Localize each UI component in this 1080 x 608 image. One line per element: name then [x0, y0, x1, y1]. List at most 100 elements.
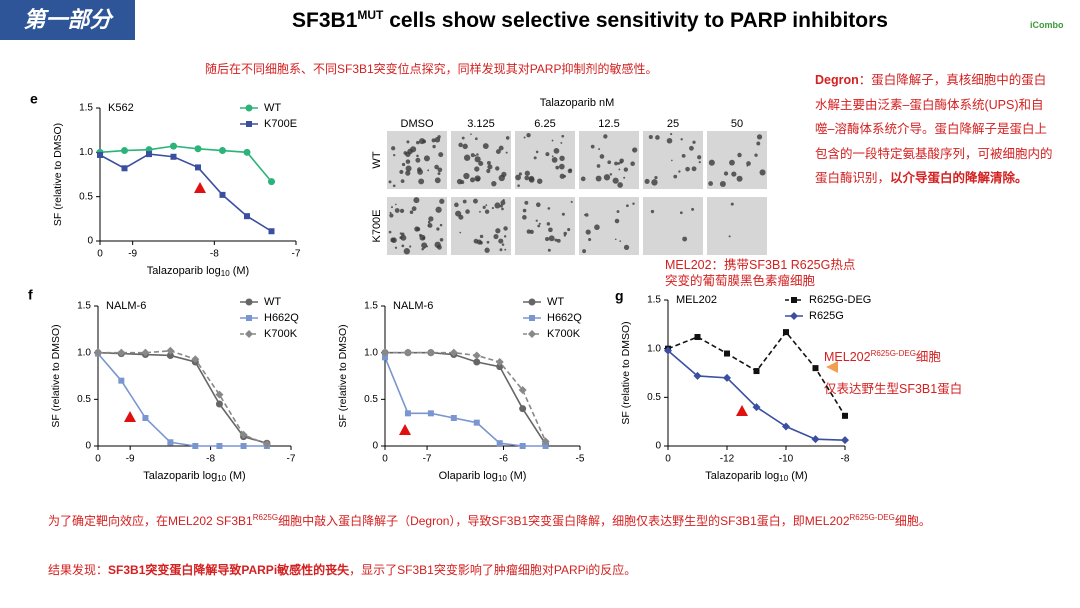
marker: [239, 430, 248, 439]
colony: [729, 159, 735, 166]
colony: [401, 162, 406, 167]
colony: [405, 165, 412, 172]
legend-label: H662Q: [547, 312, 582, 324]
marker: [426, 348, 435, 357]
colony: [432, 144, 436, 149]
annotation-triangle: [124, 411, 136, 422]
y-axis-label: SF (relative to DMSO): [620, 321, 632, 424]
colony: [685, 166, 690, 172]
section-tag: 第一部分: [0, 0, 135, 40]
colony: [458, 142, 463, 148]
marker: [215, 400, 223, 408]
colony: [503, 226, 508, 231]
x-axis-label: Olaparib log10 (M): [439, 470, 527, 483]
colony: [394, 246, 398, 249]
colony: [388, 230, 392, 234]
colony: [400, 234, 407, 241]
panel-letter: g: [615, 288, 624, 304]
colony: [479, 234, 484, 239]
marker: [812, 365, 819, 372]
marker: [790, 312, 798, 320]
colony: [388, 180, 392, 184]
colony: [461, 136, 465, 140]
colony: [754, 153, 758, 157]
colony: [499, 248, 503, 252]
x-tick-label: 0: [382, 454, 388, 465]
marker: [693, 371, 702, 380]
marker: [382, 354, 388, 361]
marker: [243, 148, 251, 156]
y-tick-label: 0.5: [79, 191, 93, 202]
marker: [121, 165, 128, 172]
colony: [486, 168, 491, 174]
y-tick-label: 0.5: [647, 392, 661, 403]
colony: [485, 204, 488, 207]
colony: [475, 177, 481, 182]
marker: [381, 348, 389, 357]
marker: [782, 422, 790, 431]
marker: [472, 351, 481, 360]
column-label: 6.25: [534, 118, 555, 130]
colony: [474, 166, 480, 172]
colony: [455, 210, 462, 217]
marker: [192, 443, 199, 449]
colony: [594, 224, 600, 231]
colony: [655, 135, 660, 140]
micrograph: [707, 197, 767, 255]
colony: [428, 216, 434, 222]
colony: [500, 200, 506, 206]
colony: [434, 177, 441, 184]
colony: [454, 202, 459, 208]
colony: [617, 162, 621, 165]
label-text: (M): [230, 265, 250, 277]
colony: [405, 170, 411, 176]
colony: [498, 145, 504, 151]
colony: [501, 207, 504, 211]
colony: [568, 168, 572, 172]
label-sub: 10: [779, 474, 788, 483]
annotation-triangle: [194, 182, 206, 193]
marker: [240, 443, 247, 449]
colony: [462, 143, 468, 150]
x-tick-label: -8: [206, 454, 215, 465]
term: Degron: [815, 73, 859, 87]
marker: [245, 330, 253, 338]
marker: [528, 330, 536, 338]
colony: [614, 218, 620, 224]
y-axis-label: SF (relative to DMSO): [52, 123, 64, 226]
colony: [582, 249, 587, 254]
x-axis-label: Talazoparib log10 (M): [705, 470, 807, 483]
colony: [399, 236, 403, 240]
colony: [558, 163, 565, 170]
colony: [427, 225, 430, 227]
colony: [486, 240, 490, 244]
colony: [470, 153, 475, 158]
conclusion-1: 为了确定靶向效应，在MEL202 SF3B1R625G细胞中敲入蛋白降解子（De…: [48, 512, 931, 529]
colony: [623, 244, 630, 251]
colony: [692, 140, 696, 144]
colony: [535, 219, 538, 222]
emphasis: 以介导蛋白的降解清除。: [890, 171, 1028, 185]
marker: [496, 440, 503, 447]
series-line: [385, 351, 547, 445]
colony: [410, 146, 417, 153]
micrograph: [643, 131, 703, 189]
marker: [473, 419, 480, 426]
legend-label: R625G-DEG: [809, 294, 871, 306]
y-tick-label: 1.0: [79, 147, 93, 158]
intro: 随后在不同细胞系、不同SF3B1突变位点探究，同样发现其对PARP抑制剂的敏感性…: [205, 62, 658, 76]
colony: [728, 235, 731, 238]
colony: [679, 211, 683, 215]
colony: [400, 179, 405, 184]
colony: [561, 212, 565, 216]
colony: [666, 137, 673, 144]
colony: [650, 209, 655, 214]
label-sub: 10: [217, 474, 226, 483]
colony: [523, 136, 526, 139]
marker: [724, 350, 730, 357]
colony: [389, 211, 392, 214]
colony: [682, 236, 688, 242]
colony: [708, 159, 715, 166]
marker: [404, 410, 411, 417]
colony: [391, 237, 397, 243]
